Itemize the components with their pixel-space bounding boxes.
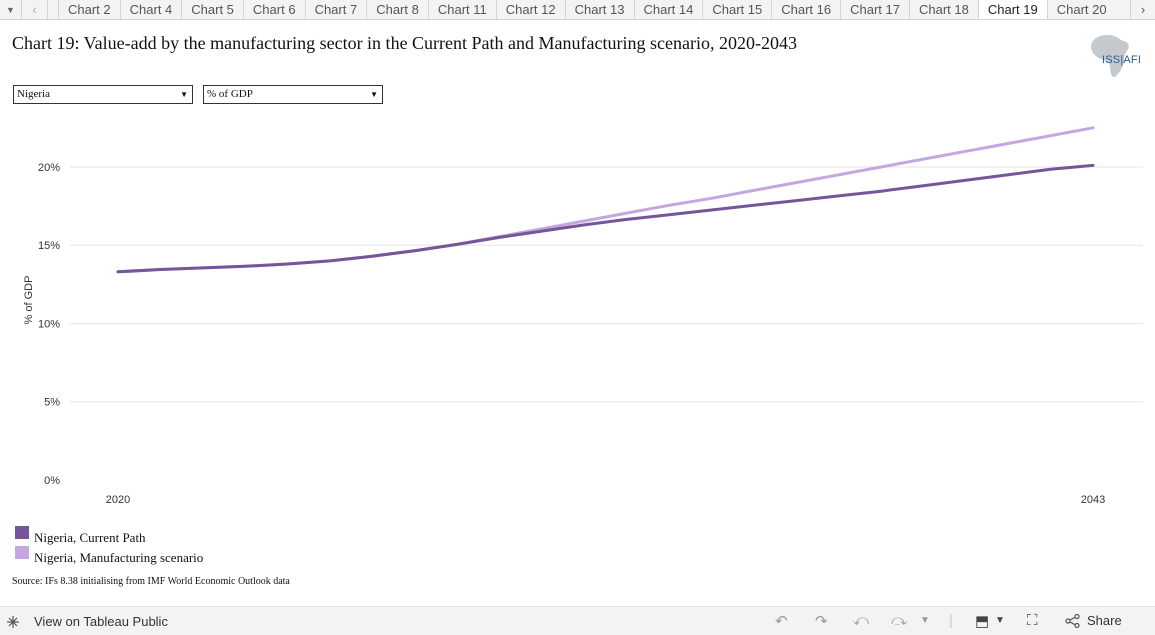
toolbar-divider: | [949, 612, 953, 629]
tab-next-button[interactable]: › [1130, 0, 1155, 19]
dropdown-arrow-icon: ▼ [180, 90, 188, 99]
fullscreen-icon[interactable]: ⛶ [1027, 612, 1038, 629]
chevron-left-icon: ‹ [32, 2, 37, 17]
tableau-logo-icon [7, 616, 19, 628]
tab-chart-7[interactable]: Chart 7 [304, 0, 367, 19]
tab-chart-13[interactable]: Chart 13 [564, 0, 634, 19]
tab-chart-16[interactable]: Chart 16 [771, 0, 840, 19]
tab-chart-11[interactable]: Chart 11 [427, 0, 496, 19]
tab-chart-8[interactable]: Chart 8 [366, 0, 428, 19]
legend-swatch [15, 526, 29, 539]
tab-chart-2[interactable]: Chart 2 [58, 0, 120, 19]
share-icon [1065, 613, 1080, 628]
tab-list-dropdown[interactable]: ▼ [0, 0, 22, 19]
tab-chart-12[interactable]: Chart 12 [495, 0, 565, 19]
country-filter-dropdown[interactable]: Nigeria ▼ [13, 85, 193, 104]
refresh-icon[interactable]: ⤼ [891, 612, 908, 629]
chart-title: Chart 19: Value-add by the manufacturing… [12, 33, 797, 53]
tab-chart-19[interactable]: Chart 19 [977, 0, 1047, 19]
redo-icon[interactable]: ↷ [815, 613, 828, 630]
africa-map-logo [1091, 35, 1129, 78]
iss-afi-logo-text: ISS|AFI [1102, 54, 1142, 66]
undo-icon[interactable]: ↶ [775, 613, 788, 630]
country-filter-value: Nigeria [17, 88, 50, 100]
tab-chart-15[interactable]: Chart 15 [702, 0, 771, 19]
series-line-manufacturing-scenario[interactable] [116, 126, 1095, 274]
tab-chart-20[interactable]: Chart 20 [1046, 0, 1116, 19]
legend-swatch [15, 546, 29, 559]
tableau-toolbar: View on Tableau Public ↶ ↷ ⤺ ⤼ ▼ | ⬒ ▼ ⛶… [0, 606, 1155, 635]
y-tick-label: 10% [38, 318, 60, 330]
y-tick-label: 0% [44, 475, 60, 487]
y-tick-label: 20% [38, 162, 60, 174]
tab-chart-17[interactable]: Chart 17 [840, 0, 909, 19]
dropdown-arrow-icon: ▼ [370, 90, 378, 99]
y-axis-label: % of GDP [23, 276, 35, 325]
chevron-down-icon[interactable]: ▼ [920, 615, 930, 626]
y-tick-label: 5% [44, 397, 60, 409]
chevron-right-icon: › [1140, 2, 1146, 17]
x-tick-label: 2020 [106, 494, 130, 506]
tab-chart-18[interactable]: Chart 18 [909, 0, 978, 19]
download-icon[interactable]: ⬒ [975, 613, 990, 630]
tab-chart-4[interactable]: Chart 4 [119, 0, 182, 19]
download-chevron-icon[interactable]: ▼ [995, 615, 1005, 626]
tab-chart-14[interactable]: Chart 14 [633, 0, 703, 19]
line-chart: 0% 5% 10% 15% 20% % of GDP 2020 2043 [23, 126, 1143, 506]
x-tick-label: 2043 [1081, 494, 1105, 506]
view-on-tableau-link[interactable]: View on Tableau Public [7, 614, 168, 629]
measure-filter-dropdown[interactable]: % of GDP ▼ [203, 85, 383, 104]
y-tick-label: 15% [38, 240, 60, 252]
source-note: Source: IFs 8.38 initialising from IMF W… [12, 576, 290, 587]
tab-list: Chart 2 Chart 4 Chart 5 Chart 6 Chart 7 Chart… [58, 0, 1130, 19]
measure-filter-value: % of GDP [207, 88, 253, 100]
view-on-tableau-label: View on Tableau Public [34, 614, 168, 629]
share-button[interactable]: Share [1065, 613, 1122, 628]
share-label: Share [1087, 613, 1122, 628]
tab-prev-button[interactable]: ‹ [22, 0, 48, 19]
revert-icon[interactable]: ⤺ [853, 612, 870, 629]
legend-label: Nigeria, Current Path [34, 530, 146, 545]
tab-chart-6[interactable]: Chart 6 [242, 0, 305, 19]
caret-down-icon: ▼ [6, 4, 15, 15]
legend-label: Nigeria, Manufacturing scenario [34, 550, 204, 565]
tab-chart-5[interactable]: Chart 5 [181, 0, 243, 19]
series-line-current-path[interactable] [116, 163, 1095, 274]
